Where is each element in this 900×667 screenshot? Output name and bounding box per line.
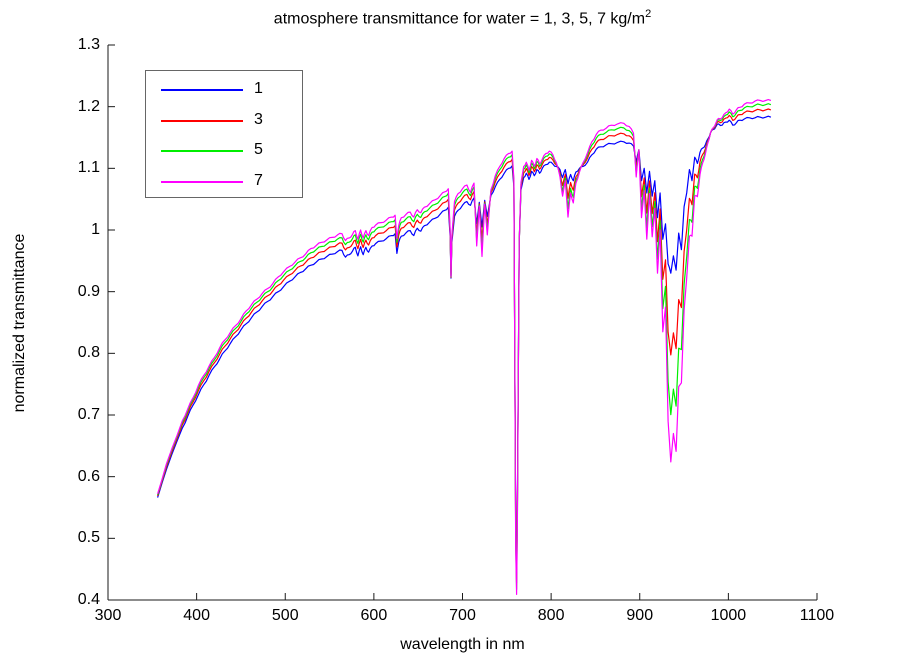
legend-line-sample [161, 119, 243, 122]
legend-label: 1 [254, 80, 263, 97]
y-tick-label: 1 [91, 221, 100, 238]
y-tick-label: 0.4 [77, 591, 100, 608]
x-tick-label: 700 [449, 607, 476, 624]
x-tick-label: 600 [360, 607, 388, 624]
x-tick-label: 300 [94, 607, 122, 624]
y-tick-label: 1.1 [77, 159, 100, 177]
x-tick-label: 900 [626, 607, 654, 624]
x-axis-label: wavelength in nm [400, 636, 525, 653]
legend-label: 5 [254, 141, 263, 158]
legend: 1 3 5 7 [145, 70, 303, 198]
x-tick-label: 800 [537, 607, 565, 624]
y-tick-label: 1.3 [77, 36, 100, 53]
y-tick-label: 0.7 [77, 406, 100, 423]
x-tick-label: 400 [183, 607, 210, 624]
axes [107, 44, 818, 601]
y-tick-label: 0.5 [77, 529, 100, 547]
series-line-water-7 [157, 98, 772, 596]
y-tick-label: 1.2 [77, 97, 100, 115]
chart-title-text: atmosphere transmittance for water = 1, … [273, 10, 646, 28]
legend-label: 3 [254, 110, 263, 128]
legend-line-sample [161, 150, 243, 152]
y-tick-label: 0.9 [77, 282, 100, 300]
series-line-water-5 [157, 103, 772, 591]
y-tick-label: 0.6 [77, 467, 100, 485]
legend-line-sample [161, 89, 243, 91]
curves [157, 98, 772, 596]
legend-line-sample [161, 180, 243, 183]
y-axis-label: normalized transmittance [11, 233, 28, 413]
series-line-water-1 [157, 115, 772, 575]
series-line-water-3 [157, 108, 772, 584]
y-tick-label: 0.8 [77, 344, 100, 362]
x-tick-label: 1100 [799, 607, 835, 624]
x-tick-label: 1000 [710, 607, 747, 624]
chart-title-superscript: 2 [645, 8, 652, 20]
x-tick-label: 500 [271, 607, 299, 624]
chart-title: atmosphere transmittance for water = 1, … [108, 8, 817, 28]
legend-label: 7 [254, 171, 263, 189]
